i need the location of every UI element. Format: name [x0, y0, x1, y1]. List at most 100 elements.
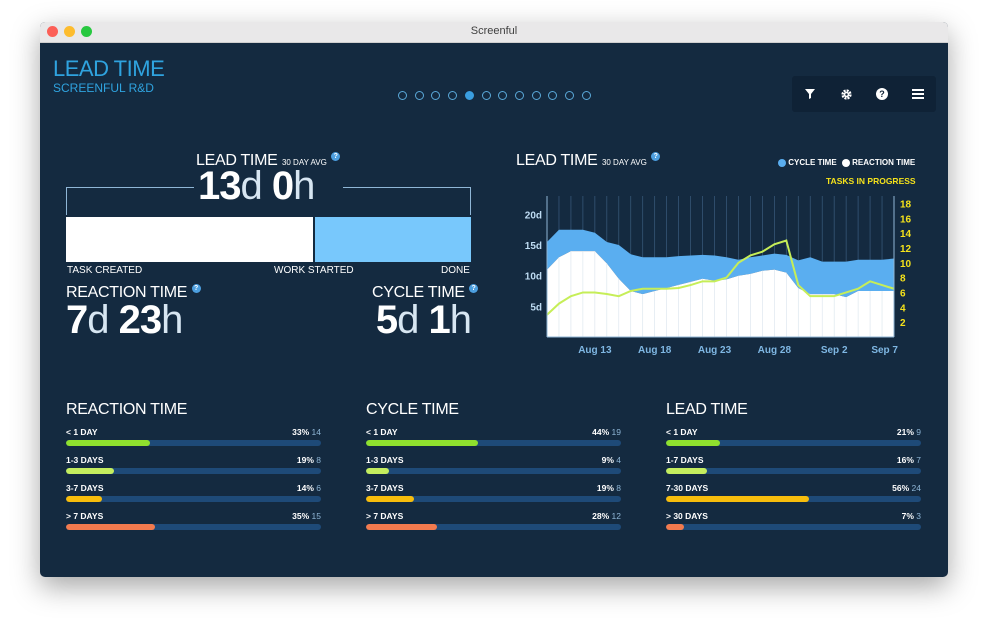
distribution-bar — [666, 496, 809, 502]
distribution-value: 19% 8 — [241, 455, 321, 465]
cycle-segment — [315, 217, 471, 262]
distribution-percent: 21% — [896, 427, 914, 437]
cycle-time-days: 5 — [375, 298, 398, 342]
distribution-bar — [666, 440, 720, 446]
distribution-value: 33% 14 — [241, 427, 321, 437]
distribution-percent: 56% — [892, 483, 910, 493]
distribution-count: 8 — [313, 455, 321, 465]
distribution-count: 19 — [609, 427, 621, 437]
cycle-legend-swatch — [778, 158, 786, 167]
distribution-value: 19% 8 — [541, 483, 621, 493]
distribution-percent: 33% — [292, 427, 310, 437]
distribution-bar-track — [366, 468, 621, 474]
page-dot[interactable] — [498, 91, 508, 100]
hours-unit: h — [293, 164, 315, 208]
help-icon[interactable]: ? — [191, 284, 201, 293]
distribution-title: CYCLE TIME — [366, 401, 459, 418]
lead-time-value: 13d 0h — [198, 164, 315, 209]
y-right-tick-label: 4 — [900, 303, 906, 314]
y-right-tick-label: 14 — [900, 229, 912, 240]
distribution-category-label: 1-7 DAYS — [666, 455, 704, 465]
y-tick-label: 15d — [525, 241, 542, 252]
work-started-label: WORK STARTED — [274, 265, 354, 276]
distribution-value: 7% 3 — [841, 511, 921, 521]
distribution-bar-track — [666, 524, 921, 530]
page-dot[interactable] — [581, 91, 591, 100]
distribution-bar-track — [66, 468, 321, 474]
tasks-in-progress-line — [546, 239, 895, 316]
distribution-count: 7 — [913, 455, 921, 465]
zoom-window-button[interactable] — [81, 26, 92, 37]
lead-time-heading: LEAD TIME 30 DAY AVG ? — [196, 152, 341, 170]
hours-unit: h — [449, 298, 472, 342]
minimize-window-button[interactable] — [64, 26, 75, 37]
page-dot[interactable] — [548, 91, 558, 100]
distribution-count: 4 — [613, 455, 621, 465]
y-tick-label: 10d — [525, 272, 542, 283]
help-icon[interactable]: ? — [651, 152, 661, 161]
x-tick-label: Sep 7 — [871, 345, 898, 356]
close-window-button[interactable] — [47, 26, 58, 37]
lead-time-avg-label: 30 DAY AVG — [281, 158, 327, 167]
distribution-value: 35% 15 — [241, 511, 321, 521]
bracket-line-left — [66, 187, 194, 188]
distribution-bar — [666, 524, 684, 530]
page-dot[interactable] — [464, 91, 474, 100]
menu-icon[interactable] — [900, 76, 936, 112]
page-dot[interactable] — [481, 91, 491, 100]
page-dot[interactable] — [414, 91, 424, 100]
distribution-bar — [366, 440, 479, 446]
distribution-count: 8 — [613, 483, 621, 493]
distribution-category-label: > 7 DAYS — [66, 511, 104, 521]
help-icon[interactable]: ? — [469, 284, 479, 293]
lead-time-trend-chart: 20d 15d 10d 5d 18 16 14 12 10 8 6 4 2 Aug 13 Aug 18 Aug… — [525, 196, 912, 356]
page-dot[interactable] — [531, 91, 541, 100]
distribution-bar-track — [66, 440, 321, 446]
distribution-category-label: 1-3 DAYS — [366, 455, 404, 465]
distribution-bar — [666, 468, 707, 474]
page-dot[interactable] — [398, 91, 407, 100]
distribution-percent: 19% — [596, 483, 614, 493]
x-tick-label: Aug 23 — [698, 345, 732, 356]
cycle-time-hours: 1 — [428, 298, 451, 342]
page-title: LEAD TIME — [53, 56, 165, 81]
window-title: Screenful — [470, 25, 518, 37]
help-icon[interactable]: ? — [331, 152, 341, 161]
distribution-category-label: > 7 DAYS — [366, 511, 404, 521]
legend-tasks: TASKS IN PROGRESS — [826, 176, 916, 186]
distribution-count: 14 — [309, 427, 321, 437]
distribution-count: 9 — [913, 427, 921, 437]
distribution-category-label: < 1 DAY — [66, 427, 98, 437]
distribution-value: 21% 9 — [841, 427, 921, 437]
reaction-segment — [66, 217, 313, 262]
y-right-tick-label: 2 — [900, 318, 906, 329]
done-label: DONE — [441, 265, 470, 276]
distribution-value: 9% 4 — [541, 455, 621, 465]
page-dot[interactable] — [514, 91, 524, 100]
gear-icon[interactable] — [828, 76, 864, 112]
page-dot[interactable] — [431, 91, 441, 100]
dashboard: LEAD TIME SCREENFUL R&D ? LEAD TIME 30 D… — [40, 42, 948, 577]
reaction-time-value: 7d 23h — [66, 298, 183, 343]
x-tick-label: Aug 13 — [578, 345, 612, 356]
filter-icon[interactable] — [792, 76, 828, 112]
distribution-value: 44% 19 — [541, 427, 621, 437]
page-dot[interactable] — [565, 91, 574, 100]
lead-time-days: 13 — [198, 164, 241, 208]
distribution-category-label: < 1 DAY — [366, 427, 398, 437]
legend-reaction: REACTION TIME — [852, 158, 916, 167]
reaction-time-label: REACTION TIME — [66, 284, 188, 301]
distribution-percent: 16% — [896, 455, 914, 465]
distribution-percent: 35% — [292, 511, 310, 521]
page-dot[interactable] — [448, 91, 458, 100]
app-window: Screenful LEAD TIME SCREENFUL R&D ? LEAD… — [40, 22, 948, 577]
cycle-time-label: CYCLE TIME — [372, 284, 465, 301]
distribution-bar — [66, 468, 115, 474]
task-created-label: TASK CREATED — [67, 265, 143, 276]
hours-unit: h — [161, 298, 183, 342]
y-right-tick-label: 18 — [900, 199, 912, 210]
distribution-bar-track — [666, 440, 921, 446]
distribution-category-label: > 30 DAYS — [666, 511, 708, 521]
distribution-bar — [366, 496, 415, 502]
help-icon[interactable]: ? — [864, 76, 900, 112]
